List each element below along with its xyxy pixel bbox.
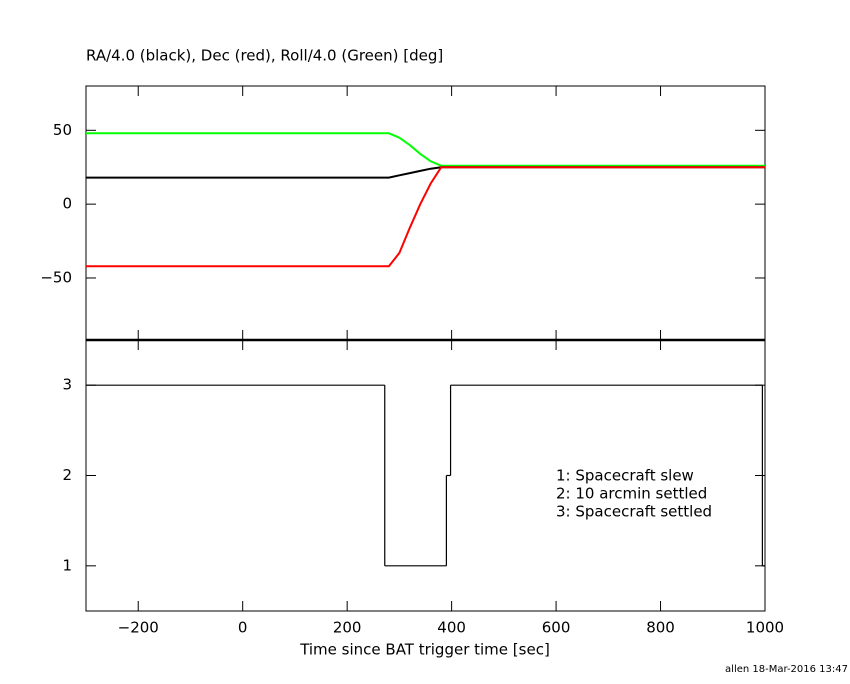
x-tick-label: 1000: [746, 619, 784, 637]
x-tick-label: 0: [238, 619, 248, 637]
series-line: [86, 166, 765, 179]
series-line: [86, 166, 765, 268]
y-tick-label: 50: [53, 121, 72, 139]
y-tick-label: 2: [62, 466, 72, 484]
legend-note: 3: Spacecraft settled: [556, 503, 712, 521]
footer: allen 18-Mar-2016 13:47: [725, 664, 848, 675]
y-tick-label: 1: [62, 556, 72, 574]
series-line: [86, 132, 765, 167]
x-tick-label: 800: [646, 619, 675, 637]
legend-note: 2: 10 arcmin settled: [556, 485, 707, 503]
x-axis-label: Time since BAT trigger time [sec]: [299, 641, 550, 659]
x-tick-label: 600: [542, 619, 571, 637]
x-tick-label: 200: [333, 619, 362, 637]
y-tick-label: 3: [62, 376, 72, 394]
x-tick-label: −200: [118, 619, 159, 637]
chart-title: RA/4.0 (black), Dec (red), Roll/4.0 (Gre…: [86, 47, 443, 65]
y-tick-label: −50: [40, 268, 72, 286]
y-tick-label: 0: [62, 195, 72, 213]
legend-note: 1: Spacecraft slew: [556, 467, 694, 485]
plot-frame: [85, 85, 766, 341]
x-tick-label: 400: [437, 619, 466, 637]
